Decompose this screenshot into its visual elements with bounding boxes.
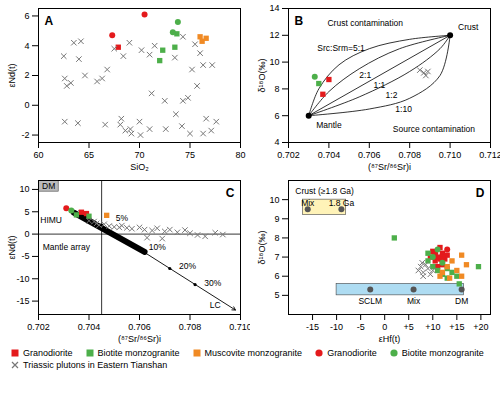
svg-text:-5: -5	[21, 251, 29, 261]
svg-text:D: D	[476, 186, 485, 200]
svg-text:0.706: 0.706	[128, 322, 151, 332]
svg-text:0.704: 0.704	[318, 150, 341, 160]
svg-text:+20: +20	[473, 322, 488, 332]
svg-text:Mix: Mix	[301, 198, 315, 208]
svg-text:80: 80	[235, 150, 245, 160]
svg-text:1:1: 1:1	[373, 80, 385, 90]
svg-text:10: 10	[269, 57, 279, 67]
svg-text:Source contamination: Source contamination	[393, 124, 475, 134]
svg-text:6: 6	[24, 11, 29, 21]
svg-text:HIMU: HIMU	[40, 215, 62, 225]
svg-text:-15: -15	[16, 296, 29, 306]
svg-text:0.710: 0.710	[439, 150, 462, 160]
svg-text:0.712: 0.712	[479, 150, 500, 160]
svg-text:0: 0	[24, 229, 29, 239]
svg-text:δ¹⁸O(‰): δ¹⁸O(‰)	[257, 231, 267, 265]
svg-text:Crust contamination: Crust contamination	[327, 18, 403, 28]
svg-text:20%: 20%	[179, 261, 196, 271]
svg-text:1:10: 1:10	[395, 104, 412, 114]
svg-text:+5: +5	[404, 322, 414, 332]
svg-text:εNd(t): εNd(t)	[7, 235, 17, 259]
html-text:Biotite monzogranite: Biotite monzogranite	[401, 348, 484, 358]
svg-text:B: B	[295, 14, 304, 28]
svg-text:6: 6	[274, 111, 279, 121]
svg-text:SiO₂: SiO₂	[130, 162, 149, 172]
svg-text:4: 4	[274, 137, 279, 147]
html-text:Biotite monzogranite: Biotite monzogranite	[97, 348, 180, 358]
svg-text:1.8 Ga: 1.8 Ga	[329, 198, 355, 208]
svg-text:5%: 5%	[116, 213, 129, 223]
svg-text:5: 5	[24, 207, 29, 217]
svg-text:LC: LC	[210, 300, 221, 310]
svg-text:0.704: 0.704	[78, 322, 101, 332]
svg-text:SCLM: SCLM	[358, 296, 382, 306]
svg-text:2: 2	[24, 70, 29, 80]
svg-text:8: 8	[274, 233, 279, 243]
svg-text:65: 65	[84, 150, 94, 160]
svg-text:0: 0	[24, 100, 29, 110]
svg-text:Mantle array: Mantle array	[43, 242, 91, 252]
svg-text:60: 60	[33, 150, 43, 160]
svg-text:0.702: 0.702	[277, 150, 300, 160]
svg-text:Src:Srm=5:1: Src:Srm=5:1	[317, 43, 365, 53]
svg-text:Mix: Mix	[407, 296, 421, 306]
svg-text:30%: 30%	[204, 278, 221, 288]
svg-text:70: 70	[134, 150, 144, 160]
svg-text:4: 4	[24, 41, 29, 51]
svg-text:εNd(t): εNd(t)	[7, 63, 17, 87]
svg-text:+15: +15	[449, 322, 464, 332]
svg-text:Crust (≥1.8 Ga): Crust (≥1.8 Ga)	[295, 186, 354, 196]
svg-text:0.710: 0.710	[229, 322, 250, 332]
svg-text:(⁸⁷Sr/⁸⁶Sr)i: (⁸⁷Sr/⁸⁶Sr)i	[118, 334, 161, 344]
svg-text:5: 5	[274, 290, 279, 300]
svg-text:0.708: 0.708	[398, 150, 421, 160]
svg-text:75: 75	[185, 150, 195, 160]
svg-text:-10: -10	[330, 322, 343, 332]
svg-text:Crust: Crust	[458, 22, 479, 32]
html-text:Granodiorite: Granodiorite	[327, 348, 377, 358]
html-text:Muscovite monzogranite: Muscovite monzogranite	[204, 348, 303, 358]
svg-text:-15: -15	[306, 322, 319, 332]
svg-text:1:2: 1:2	[386, 90, 398, 100]
svg-text:0.702: 0.702	[27, 322, 50, 332]
svg-text:δ¹⁸O(‰): δ¹⁸O(‰)	[257, 59, 267, 93]
svg-text:0.706: 0.706	[358, 150, 381, 160]
html-text:Granodiorite: Granodiorite	[23, 348, 73, 358]
svg-text:7: 7	[274, 252, 279, 262]
svg-text:10: 10	[19, 184, 29, 194]
svg-text:9: 9	[274, 214, 279, 224]
svg-text:-2: -2	[21, 130, 29, 140]
svg-text:C: C	[226, 186, 235, 200]
svg-text:6: 6	[274, 271, 279, 281]
svg-text:+10: +10	[425, 322, 440, 332]
svg-text:DM: DM	[455, 296, 468, 306]
svg-text:DM: DM	[42, 181, 55, 191]
svg-text:(⁸⁷Sr/⁸⁶Sr)i: (⁸⁷Sr/⁸⁶Sr)i	[368, 162, 411, 172]
svg-text:-10: -10	[16, 274, 29, 284]
svg-text:14: 14	[269, 3, 279, 13]
svg-text:A: A	[45, 14, 54, 28]
svg-text:8: 8	[274, 84, 279, 94]
svg-text:10%: 10%	[149, 242, 166, 252]
html-text:Triassic plutons in Eastern Ti: Triassic plutons in Eastern Tianshan	[23, 360, 168, 370]
svg-text:2:1: 2:1	[359, 70, 371, 80]
svg-text:0: 0	[382, 322, 387, 332]
svg-text:12: 12	[269, 30, 279, 40]
svg-text:0.708: 0.708	[179, 322, 202, 332]
svg-text:-5: -5	[357, 322, 365, 332]
svg-text:Mantle: Mantle	[316, 120, 342, 130]
svg-text:εHf(t): εHf(t)	[379, 334, 401, 344]
svg-text:10: 10	[269, 195, 279, 205]
